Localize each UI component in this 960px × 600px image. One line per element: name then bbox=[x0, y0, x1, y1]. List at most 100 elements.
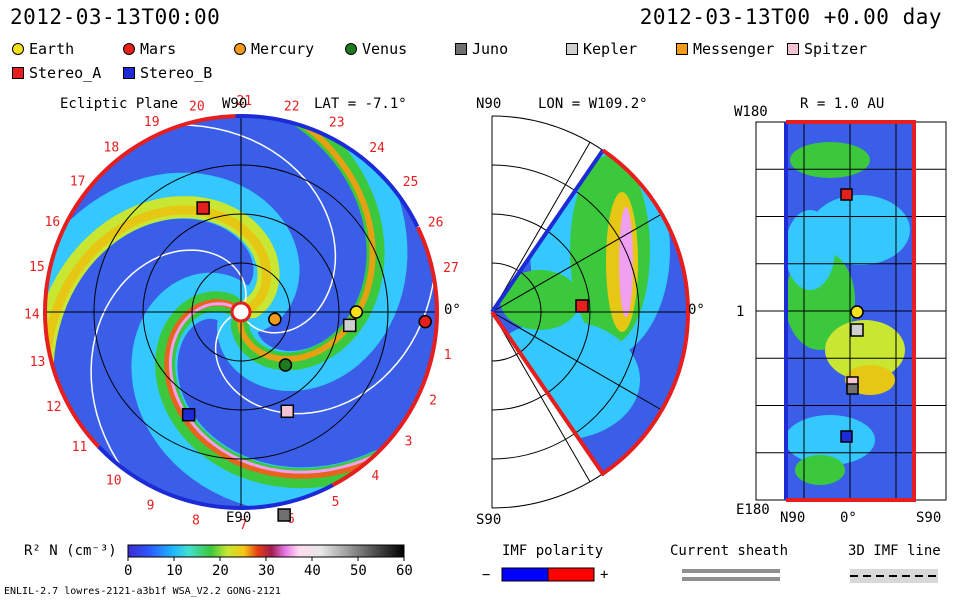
kepler-marker bbox=[850, 323, 864, 337]
juno-marker bbox=[277, 508, 291, 522]
mars-marker bbox=[418, 314, 432, 329]
polarity-border bbox=[97, 445, 334, 510]
sector-number: 4 bbox=[372, 469, 380, 484]
colorbar-tick: 50 bbox=[350, 563, 367, 579]
sector-number: 1 bbox=[444, 348, 452, 363]
radial-grid-line bbox=[491, 213, 662, 313]
legend-item-messenger: Messenger bbox=[676, 40, 774, 58]
legend-label: Juno bbox=[472, 40, 509, 58]
density-region bbox=[619, 207, 633, 317]
radial-grid-line bbox=[491, 142, 591, 313]
colorbar bbox=[127, 544, 405, 558]
legend-item-juno: Juno bbox=[455, 40, 508, 58]
polarity-border bbox=[786, 120, 916, 502]
sector-number: 8 bbox=[192, 513, 200, 528]
imf-minus: − bbox=[482, 567, 491, 583]
sector-number: 20 bbox=[189, 99, 205, 114]
stereo_a-marker bbox=[196, 201, 210, 215]
sector-number: 19 bbox=[144, 115, 160, 130]
legend-label: Mars bbox=[140, 40, 177, 58]
meridional-bottom-label: S90 bbox=[476, 512, 502, 528]
venus-marker bbox=[278, 358, 293, 372]
legend-label: Stereo_B bbox=[140, 64, 213, 82]
legend-item-mars: Mars bbox=[123, 40, 176, 58]
sector-number: 2 bbox=[429, 394, 437, 409]
polarity-border bbox=[235, 114, 420, 228]
radial-r-label: R = 1.0 AU bbox=[800, 96, 885, 112]
run-time-label: 2012-03-13T00 +0.00 day bbox=[639, 5, 942, 29]
colorbar-tick: 60 bbox=[396, 563, 413, 579]
sector-number: 5 bbox=[332, 495, 340, 510]
polarity-border bbox=[43, 114, 236, 449]
legend-item-kepler: Kepler bbox=[566, 40, 637, 58]
sector-number: 24 bbox=[369, 141, 385, 156]
stereo_b-marker bbox=[181, 407, 196, 422]
sector-number: 7 bbox=[239, 518, 247, 533]
sector-number: 21 bbox=[236, 94, 252, 109]
ecliptic-bottom-label: E90 bbox=[226, 510, 252, 526]
legend-item-spitzer: Spitzer bbox=[787, 40, 867, 58]
colorbar-label: R² N (cm⁻³) bbox=[24, 543, 117, 559]
stereo_b-marker-icon bbox=[123, 67, 135, 79]
sector-number: 12 bbox=[46, 400, 62, 415]
sector-number: 23 bbox=[329, 115, 345, 130]
stereo_a-marker bbox=[575, 299, 589, 313]
datetime-label: 2012-03-13T00:00 bbox=[10, 5, 221, 29]
sector-number: 3 bbox=[405, 435, 413, 450]
kepler-marker bbox=[342, 318, 357, 333]
legend-label: Messenger bbox=[693, 40, 775, 58]
colorbar-tick: 20 bbox=[212, 563, 229, 579]
sector-boundary bbox=[90, 249, 247, 508]
ecliptic-top-label: W90 bbox=[222, 96, 248, 112]
legend-label: Earth bbox=[29, 40, 75, 58]
sector-number: 13 bbox=[30, 355, 46, 370]
earth-marker-icon bbox=[12, 43, 24, 55]
radial-bottom-left: E180 bbox=[736, 502, 770, 518]
density-region bbox=[825, 320, 905, 380]
radial-x-left: N90 bbox=[780, 510, 806, 526]
juno-marker-icon bbox=[455, 43, 467, 55]
venus-marker-icon bbox=[345, 43, 357, 55]
colorbar-tick: 40 bbox=[304, 563, 321, 579]
earth-marker bbox=[850, 305, 864, 319]
sector-number: 25 bbox=[403, 175, 419, 190]
sector-number: 18 bbox=[104, 140, 120, 155]
meridional-lon-label: LON = W109.2° bbox=[538, 96, 648, 112]
density-stream bbox=[164, 298, 422, 479]
earth-marker bbox=[349, 305, 364, 319]
ecliptic-lat-label: LAT = -7.1° bbox=[314, 96, 407, 112]
sector-number: 17 bbox=[70, 174, 86, 189]
ecliptic-title: Ecliptic Plane bbox=[60, 96, 179, 112]
mercury-marker-icon bbox=[234, 43, 246, 55]
messenger-marker-icon bbox=[676, 43, 688, 55]
imf-negative-swatch bbox=[501, 567, 549, 582]
imf-positive-swatch bbox=[547, 567, 595, 582]
sun-icon bbox=[230, 301, 252, 323]
mars-marker-icon bbox=[123, 43, 135, 55]
density-region bbox=[492, 320, 640, 440]
sector-number: 27 bbox=[443, 261, 459, 276]
sector-number: 9 bbox=[147, 498, 155, 513]
density-stream bbox=[45, 205, 272, 409]
ecliptic-right-label: 0° bbox=[444, 302, 461, 318]
legend-item-earth: Earth bbox=[12, 40, 74, 58]
density-region bbox=[795, 455, 845, 485]
polarity-border bbox=[490, 149, 605, 314]
radial-x-right: S90 bbox=[916, 510, 942, 526]
colorbar-tick: 0 bbox=[124, 563, 133, 579]
sector-number: 15 bbox=[29, 260, 45, 275]
meridional-right-label: 0° bbox=[688, 302, 705, 318]
legend-item-stereo_b: Stereo_B bbox=[123, 64, 212, 82]
sector-number: 10 bbox=[106, 473, 122, 488]
mercury-marker bbox=[268, 312, 282, 326]
sector-number: 16 bbox=[45, 215, 61, 230]
legend-item-stereo_a: Stereo_A bbox=[12, 64, 101, 82]
legend-item-mercury: Mercury bbox=[234, 40, 314, 58]
legend-label: Kepler bbox=[583, 40, 638, 58]
colorbar-tick: 10 bbox=[166, 563, 183, 579]
legend-label: Stereo_A bbox=[29, 64, 102, 82]
footer-model: ENLIL-2.7 lowres-2121-a3b1f WSA_V2.2 GON… bbox=[4, 586, 281, 597]
radial-top-left: W180 bbox=[734, 104, 768, 120]
legend-item-venus: Venus bbox=[345, 40, 407, 58]
legend-label: Mercury bbox=[251, 40, 315, 58]
